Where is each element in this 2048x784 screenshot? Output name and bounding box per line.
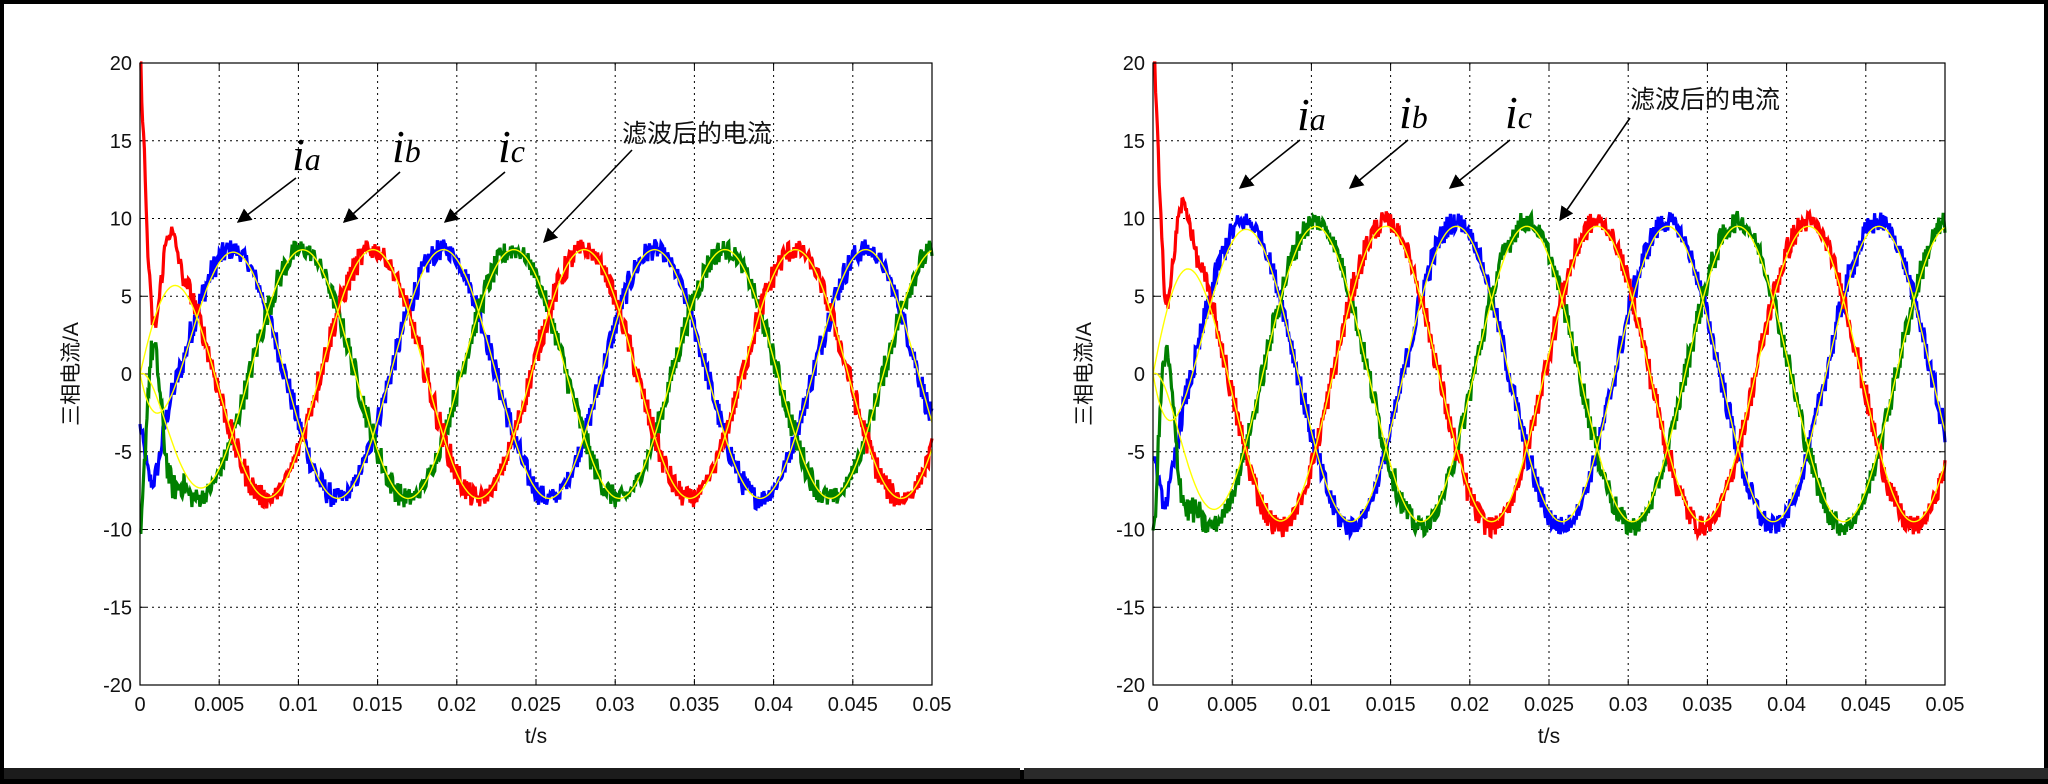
series-line-ic	[139, 61, 934, 510]
annotation-arrow	[342, 171, 401, 223]
filtered-line-ic	[1152, 225, 1946, 523]
annotation-ic-main: i	[498, 121, 511, 172]
bottom-bar-right	[1024, 768, 2048, 779]
annotation-filtered: 滤波后的电流	[1630, 86, 1780, 114]
chart-right: 0 0.005 0.01 0.015 0.02 0.025 0.03 0.035 0.04 0.0…	[1073, 53, 1964, 748]
x-tick-label: 0.04	[754, 694, 793, 716]
filtered-line-ib	[139, 248, 933, 500]
y-tick-label: -5	[1127, 442, 1145, 464]
x-tick-label: 0.01	[1292, 694, 1331, 716]
bottom-bar-left	[4, 768, 1020, 779]
annotation-arrow	[236, 177, 297, 223]
annotation-ib: ib	[392, 121, 421, 172]
y-tick-label: 0	[1134, 364, 1145, 386]
x-tick-label: 0.01	[279, 694, 318, 716]
x-tick-label: 0.045	[828, 694, 878, 716]
x-tick-label: 0.02	[1450, 694, 1489, 716]
y-tick-label: -10	[103, 520, 132, 542]
annotation-ia-sub: a	[305, 141, 321, 177]
y-tick-label: -20	[103, 675, 132, 697]
x-tick-label: 0.035	[1682, 694, 1732, 716]
x-tick-label: 0.035	[669, 694, 719, 716]
y-tick-label: 5	[121, 286, 132, 308]
annotation-ib-main: i	[1399, 87, 1412, 138]
annotation-ia: ia	[292, 129, 321, 180]
filtered-line-ia	[139, 248, 933, 500]
y-tick-label: 20	[110, 53, 132, 75]
annotation-ib: ib	[1399, 87, 1428, 138]
filtered-line-ib	[1152, 225, 1946, 523]
y-tick-label: -10	[1116, 520, 1145, 542]
y-tick-label: -20	[1116, 675, 1145, 697]
annotation-arrow	[1559, 117, 1631, 222]
y-tick-label: 15	[1123, 131, 1145, 153]
annotation-ic: ic	[1505, 87, 1532, 138]
x-tick-label: 0.025	[511, 694, 561, 716]
annotation-arrow	[543, 149, 633, 244]
x-tick-label: 0.045	[1841, 694, 1891, 716]
plot-frame	[1152, 62, 1946, 686]
y-tick-label: -15	[103, 597, 132, 619]
y-tick-label: 5	[1134, 286, 1145, 308]
annotation-ic: ic	[498, 121, 525, 172]
x-axis-label: t/s	[525, 725, 547, 748]
y-axis-label: 三相电流/A	[60, 322, 83, 426]
x-tick-label: 0.015	[353, 694, 403, 716]
annotation-ia: ia	[1297, 89, 1326, 140]
annotation-arrow	[1348, 139, 1409, 189]
annotation-arrow	[443, 171, 506, 223]
x-tick-label: 0.015	[1366, 694, 1416, 716]
y-tick-label: 0	[121, 364, 132, 386]
y-tick-label: 20	[1123, 53, 1145, 75]
filtered-line-ia	[1152, 225, 1946, 523]
annotation-ia-main: i	[1297, 89, 1310, 140]
y-tick-label: 10	[1123, 209, 1145, 231]
x-tick-label: 0.005	[1207, 694, 1257, 716]
y-tick-label: -15	[1116, 597, 1145, 619]
x-tick-label: 0.05	[913, 694, 952, 716]
x-axis-label: t/s	[1538, 725, 1560, 748]
annotation-ib-sub: b	[1412, 99, 1428, 135]
annotation-ib-sub: b	[405, 133, 421, 169]
annotation-ic-sub: c	[511, 133, 525, 169]
annotation-filtered: 滤波后的电流	[622, 120, 772, 148]
x-tick-label: 0.025	[1524, 694, 1574, 716]
y-axis-label: 三相电流/A	[1073, 322, 1096, 426]
x-tick-label: 0.005	[194, 694, 244, 716]
x-tick-label: 0.05	[1926, 694, 1965, 716]
annotation-arrow	[1238, 139, 1301, 189]
y-tick-label: 10	[110, 209, 132, 231]
annotation-arrow	[1448, 139, 1511, 189]
x-tick-label: 0.03	[596, 694, 635, 716]
annotation-ib-main: i	[392, 121, 405, 172]
x-tick-label: 0	[134, 694, 145, 716]
annotation-ic-sub: c	[1518, 99, 1532, 135]
y-tick-label: -5	[114, 442, 132, 464]
annotation-ia-main: i	[292, 129, 305, 180]
x-tick-label: 0	[1147, 694, 1158, 716]
x-tick-label: 0.02	[437, 694, 476, 716]
x-tick-label: 0.04	[1767, 694, 1806, 716]
chart-left: 0 0.005 0.01 0.015 0.02 0.025 0.03 0.035 0.04 0.0…	[60, 53, 951, 748]
y-tick-label: 15	[110, 131, 132, 153]
series-line-ia	[1152, 211, 1947, 542]
filtered-line-ic	[139, 248, 933, 500]
annotation-ia-sub: a	[1310, 101, 1326, 137]
x-tick-label: 0.03	[1609, 694, 1648, 716]
annotation-ic-main: i	[1505, 87, 1518, 138]
plot-frame	[139, 62, 933, 686]
